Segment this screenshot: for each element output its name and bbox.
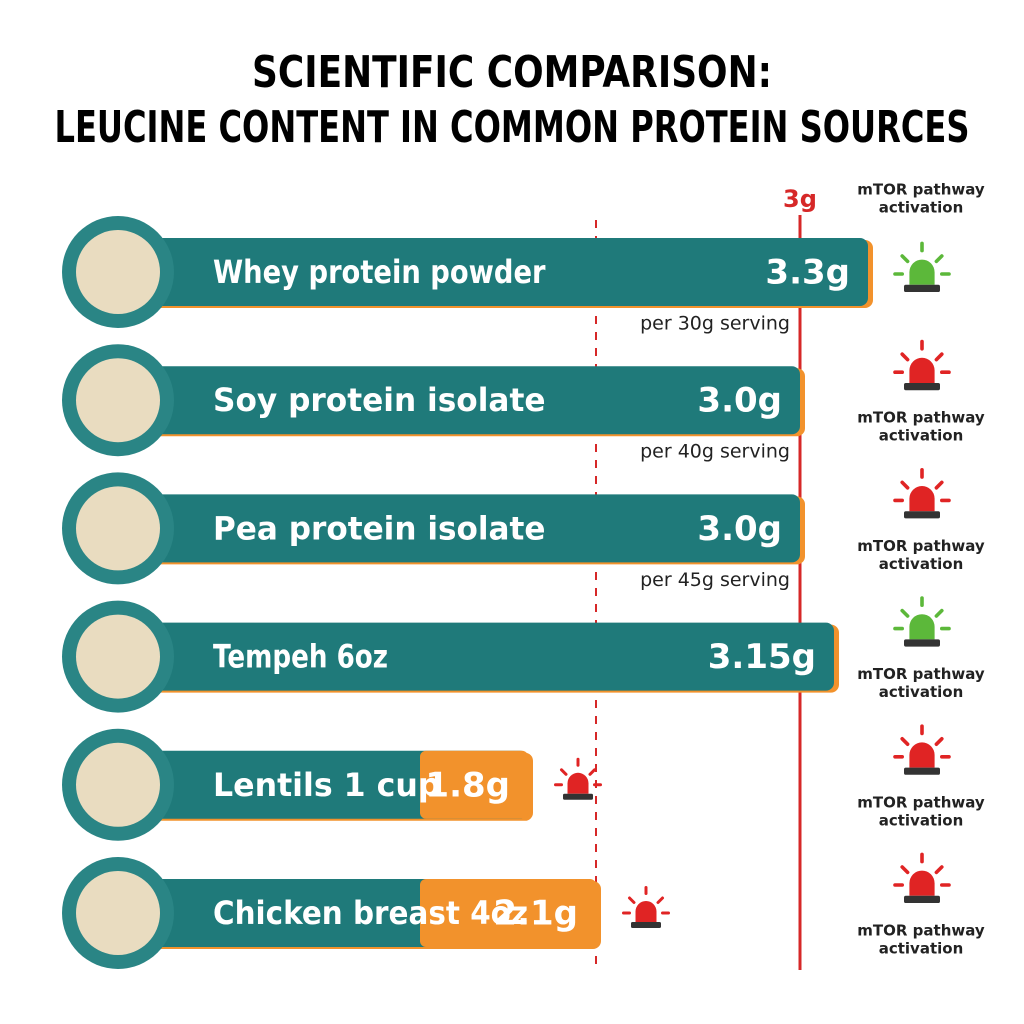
alarm-icon: [893, 724, 951, 775]
category-label: Pea protein isolate: [213, 509, 546, 547]
alarm-dome: [909, 614, 935, 640]
alarm-ray: [934, 352, 944, 362]
bar-highlight: [420, 879, 596, 947]
value-label: 3.3g: [765, 253, 850, 293]
category-label: Tempeh 6oz: [213, 638, 388, 676]
alarm-ray: [900, 352, 910, 362]
bar: [150, 622, 834, 691]
alarm-icon: [622, 886, 670, 928]
alarm-ray: [900, 736, 910, 746]
alarm-ray: [560, 768, 568, 776]
alarm-base: [563, 793, 593, 800]
food-icon-inner: [76, 486, 160, 571]
mtor-label: mTOR pathway: [857, 181, 985, 199]
food-icon-inner: [76, 742, 160, 827]
alarm-ray: [628, 896, 636, 904]
mtor-label: mTOR pathway: [857, 793, 985, 811]
alarm-dome: [909, 870, 935, 896]
bar: [150, 366, 800, 435]
alarm-ray: [934, 480, 944, 490]
threshold-label: 3g: [783, 185, 817, 213]
value-label: 3.15g: [708, 637, 816, 677]
food-icon-inner: [76, 871, 160, 955]
serving-note: per 40g serving: [640, 441, 790, 463]
alarm-ray: [934, 736, 944, 746]
alarm-base: [904, 511, 940, 519]
alarm-ray: [900, 608, 910, 618]
mtor-label: mTOR pathway: [857, 537, 985, 555]
alarm-ray: [934, 608, 944, 618]
alarm-base: [904, 639, 940, 647]
alarm-icon: [554, 757, 602, 800]
bar: [150, 494, 800, 563]
alarm-icon: [893, 467, 951, 519]
value-label: 2.1g: [493, 894, 578, 934]
alarm-base: [904, 284, 940, 292]
alarm-dome: [909, 742, 935, 768]
category-label: Lentils 1 cup: [213, 766, 441, 804]
alarm-ray: [900, 254, 910, 264]
alarm-ray: [900, 865, 910, 875]
alarm-ray: [934, 254, 944, 264]
chart-title: LEUCINE CONTENT IN COMMON PROTEIN SOURCE…: [55, 102, 970, 153]
alarm-ray: [900, 480, 910, 490]
mtor-label: activation: [879, 199, 964, 217]
serving-note: per 45g serving: [640, 569, 790, 591]
food-icon-inner: [76, 230, 160, 314]
category-label: Whey protein powder: [213, 253, 546, 291]
alarm-dome: [909, 357, 935, 383]
alarm-ray: [656, 896, 664, 904]
value-label: 3.0g: [697, 509, 782, 549]
mtor-label: activation: [879, 940, 964, 958]
mtor-label: activation: [879, 555, 964, 573]
alarm-dome: [635, 901, 657, 922]
alarm-dome: [909, 486, 935, 512]
alarm-icon: [893, 852, 951, 903]
alarm-dome: [909, 259, 935, 285]
alarm-base: [904, 383, 940, 391]
alarm-ray: [934, 865, 944, 875]
mtor-label: activation: [879, 427, 964, 445]
mtor-label: mTOR pathway: [857, 409, 985, 427]
category-label: Soy protein isolate: [213, 381, 546, 419]
alarm-dome: [567, 772, 589, 794]
bar: [150, 238, 868, 306]
bar-highlight: [420, 750, 528, 819]
alarm-icon: [893, 241, 951, 292]
serving-note: per 30g serving: [640, 313, 790, 335]
chart-title: SCIENTIFIC COMPARISON:: [252, 47, 772, 98]
alarm-icon: [893, 339, 951, 391]
mtor-label: mTOR pathway: [857, 922, 985, 940]
mtor-label: activation: [879, 683, 964, 701]
alarm-base: [904, 767, 940, 775]
alarm-icon: [893, 596, 951, 647]
alarm-base: [631, 922, 661, 928]
mtor-label: mTOR pathway: [857, 665, 985, 683]
food-icon-inner: [76, 614, 160, 699]
food-icon-inner: [76, 358, 160, 443]
category-label: Chicken breast 4oz: [213, 894, 528, 932]
value-label: 1.8g: [425, 765, 510, 805]
alarm-ray: [588, 768, 596, 776]
alarm-base: [904, 895, 940, 903]
value-label: 3.0g: [697, 381, 782, 421]
mtor-label: activation: [879, 811, 964, 829]
